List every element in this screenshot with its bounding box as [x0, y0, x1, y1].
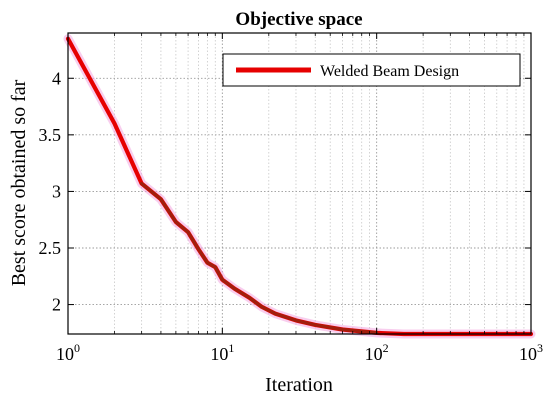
chart-title: Objective space	[235, 9, 362, 30]
y-tick-label: 3.5	[39, 125, 62, 145]
x-tick-label: 100	[56, 341, 80, 364]
y-tick-label: 2.5	[39, 238, 62, 258]
plot-frame	[67, 32, 532, 335]
x-tick-label: 101	[210, 341, 234, 364]
x-tick-exponent: 2	[383, 341, 389, 355]
legend-label: Welded Beam Design	[320, 63, 459, 80]
y-tick-label: 2	[52, 295, 61, 315]
y-axis-label: Best score obtained so far	[8, 79, 30, 286]
x-axis-label: Iteration	[265, 374, 333, 396]
legend: Welded Beam Design	[222, 53, 521, 87]
y-tick-label: 4	[52, 68, 61, 88]
x-tick-label: 103	[519, 341, 543, 364]
x-tick-exponent: 3	[537, 341, 543, 355]
x-tick-exponent: 1	[228, 341, 234, 355]
y-tick-label: 3	[52, 181, 61, 201]
x-tick-label: 102	[365, 341, 389, 364]
series-line-overlay	[140, 181, 379, 335]
x-tick-exponent: 0	[74, 341, 80, 355]
